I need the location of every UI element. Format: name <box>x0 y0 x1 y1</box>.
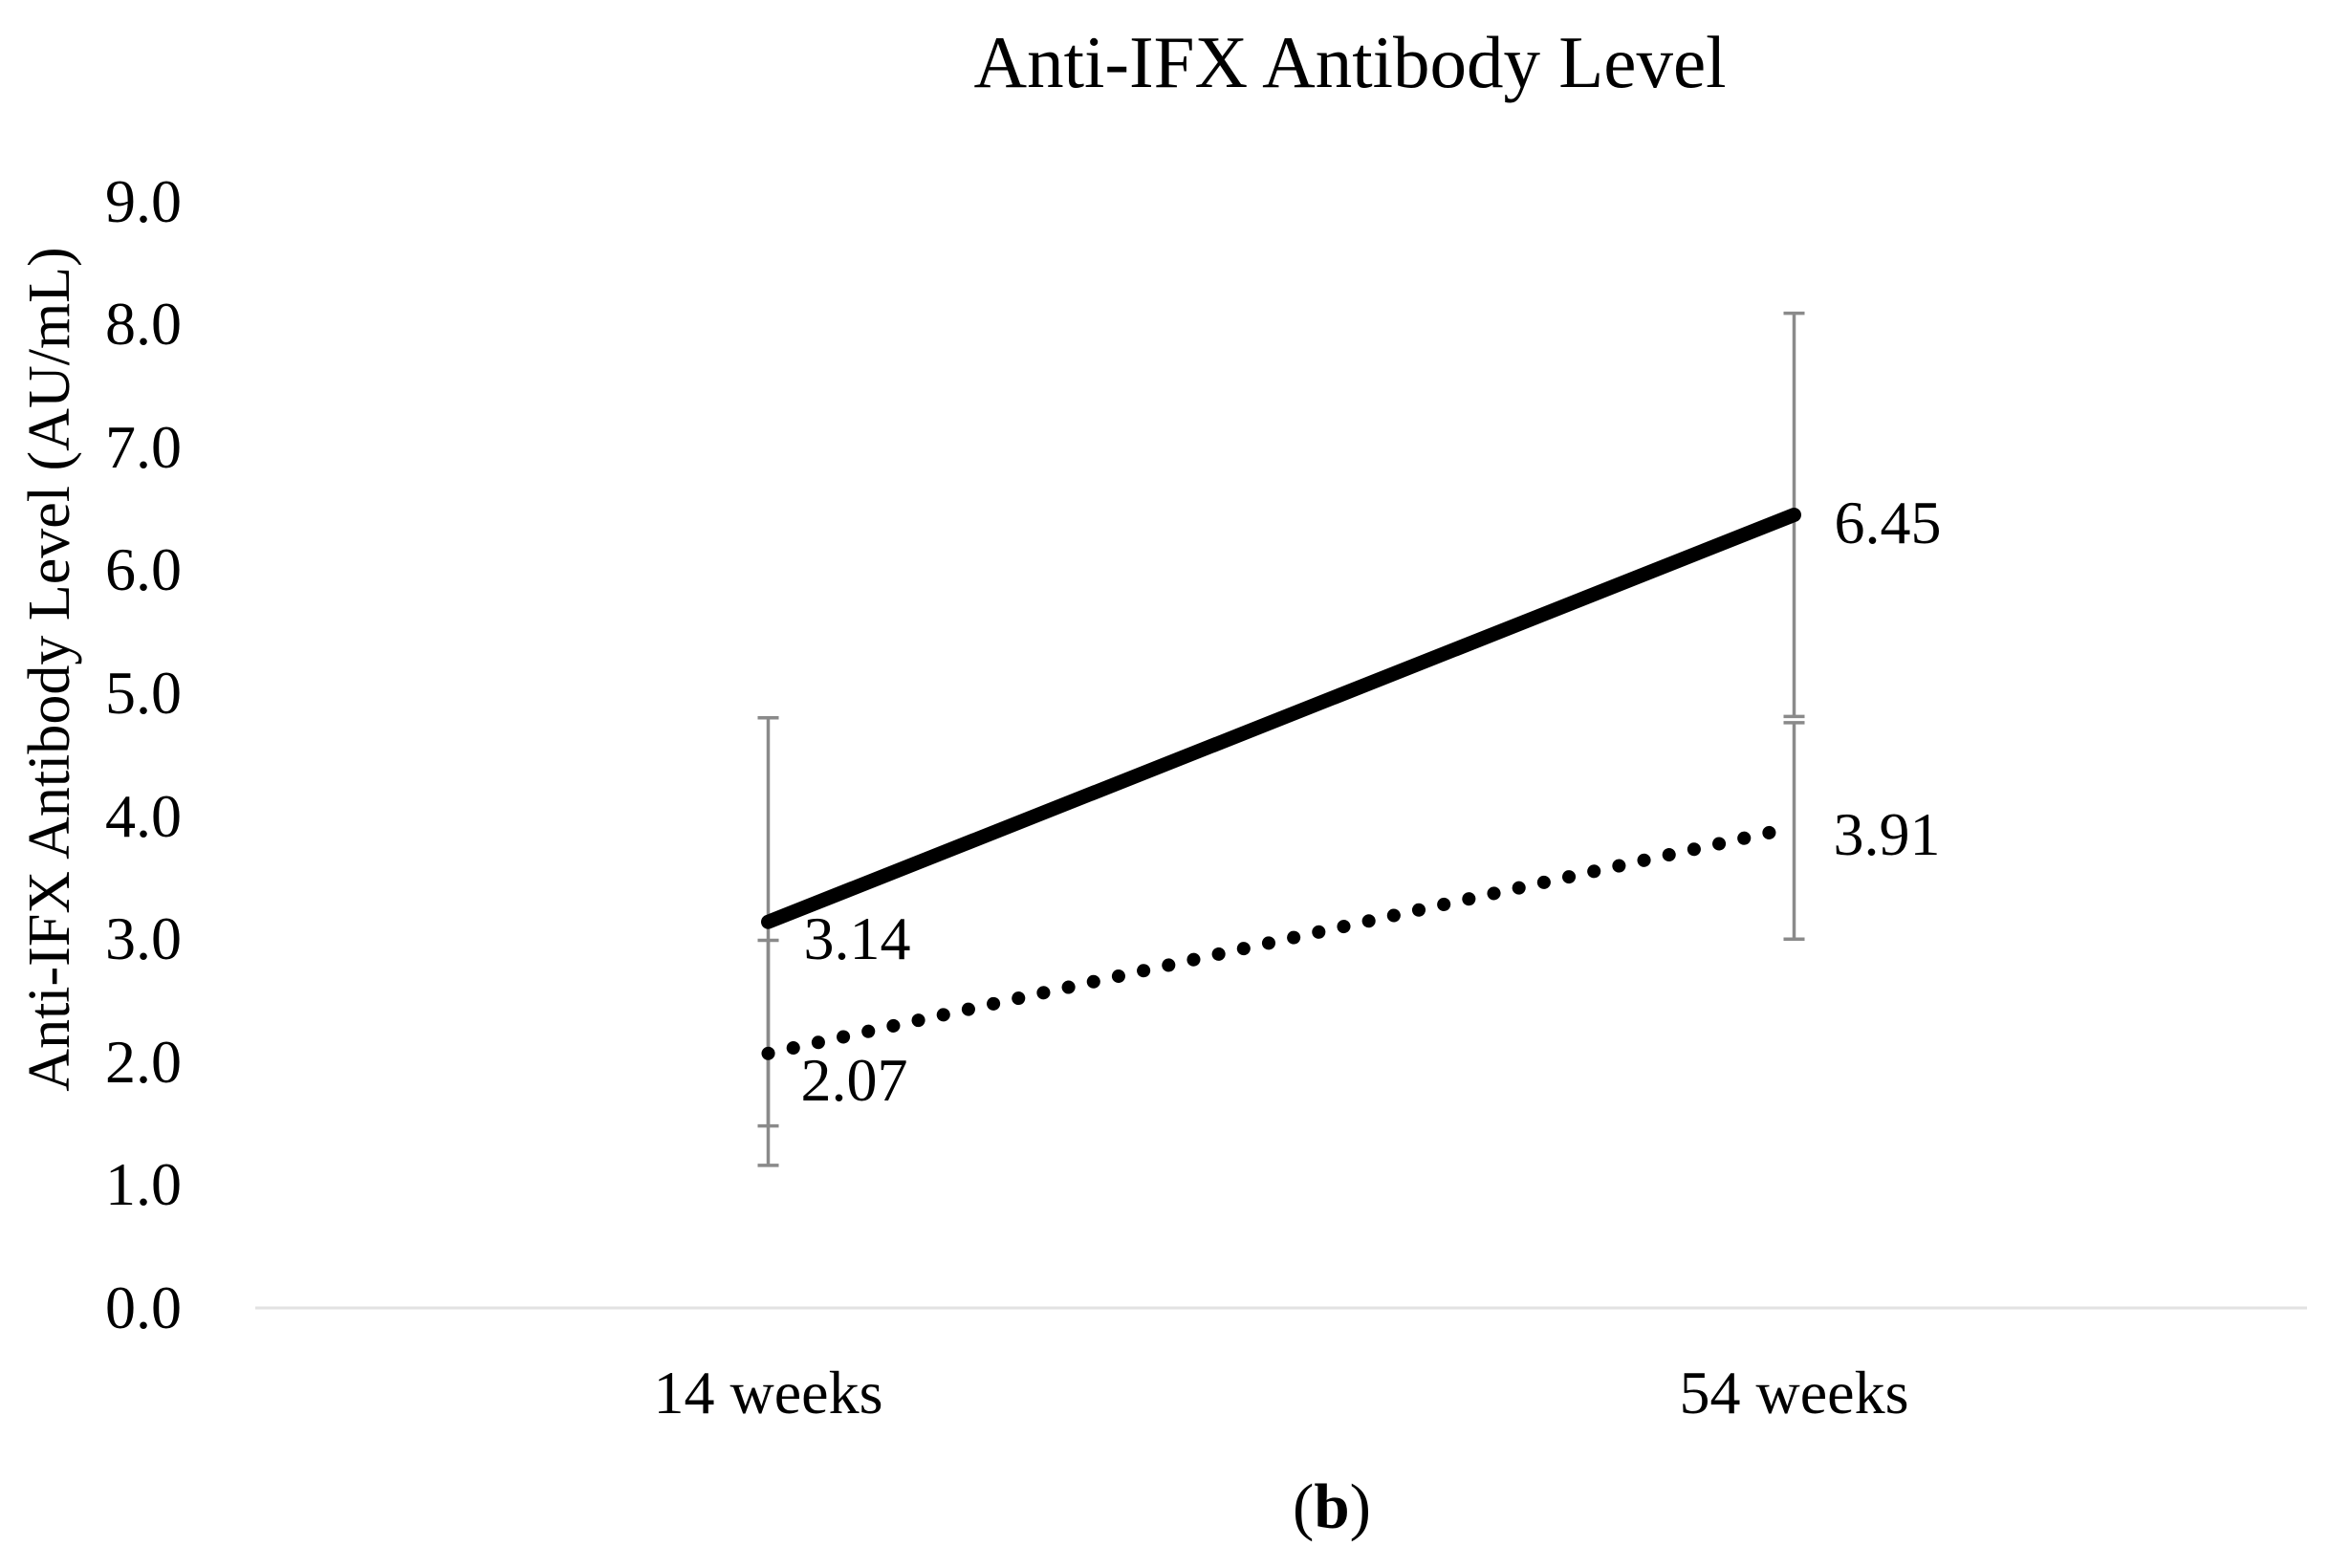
data-label-anti-ifx-level-dotted: 2.07 <box>800 1045 908 1114</box>
x-axis-label: 14 weeks <box>653 1359 883 1426</box>
x-axis-label: 54 weeks <box>1679 1359 1909 1426</box>
y-axis-tick-label: 6.0 <box>105 535 182 604</box>
y-axis-tick-label: 9.0 <box>105 166 182 235</box>
chart-title: Anti-IFX Antibody Level <box>973 21 1727 103</box>
series-line-solid <box>761 508 1801 929</box>
y-axis-tick-label: 0.0 <box>105 1274 182 1341</box>
y-axis-tick-label: 5.0 <box>105 659 182 727</box>
y-axis-tick-label: 2.0 <box>105 1027 182 1096</box>
y-axis-tick-label: 4.0 <box>105 781 182 850</box>
caption-close-paren: ) <box>1349 1471 1371 1542</box>
caption-open-paren: ( <box>1293 1471 1315 1542</box>
y-axis-tick-label: 7.0 <box>105 412 182 481</box>
data-label-anti-ifx-level-solid: 3.14 <box>803 904 911 973</box>
data-label-anti-ifx-level-solid: 6.45 <box>1834 488 1942 556</box>
figure-caption: (b) <box>1293 1473 1371 1540</box>
y-axis-tick-label: 3.0 <box>105 904 182 973</box>
y-axis-tick-label: 1.0 <box>105 1150 182 1219</box>
data-label-anti-ifx-level-dotted: 3.91 <box>1833 800 1941 869</box>
y-axis-tick-label: 8.0 <box>105 290 182 359</box>
series-line-dotted <box>761 820 1801 1060</box>
caption-letter: b <box>1314 1471 1350 1542</box>
